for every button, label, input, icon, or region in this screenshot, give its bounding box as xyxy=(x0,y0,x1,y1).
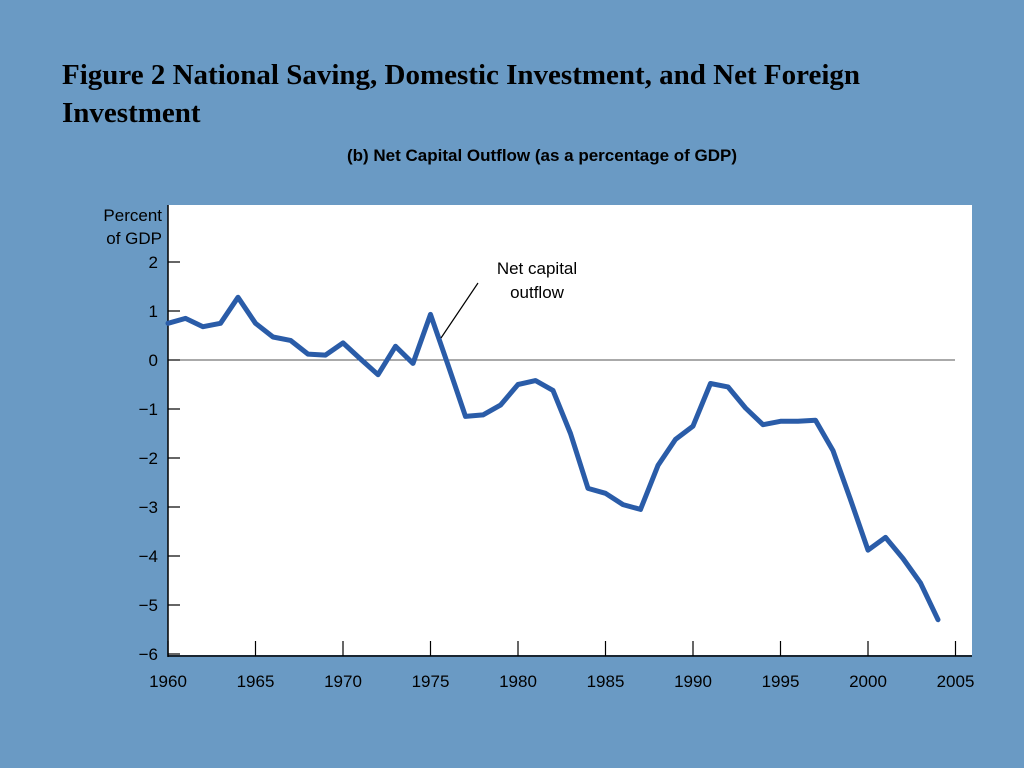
data-point xyxy=(830,448,836,453)
data-point xyxy=(655,463,661,468)
data-point xyxy=(918,580,923,586)
data-point xyxy=(358,356,363,362)
data-point xyxy=(165,321,171,326)
x-tick-label: 1990 xyxy=(674,672,712,691)
data-point xyxy=(270,334,276,340)
data-point xyxy=(498,402,503,408)
data-point xyxy=(288,338,293,343)
x-tick-label: 1960 xyxy=(149,672,187,691)
y-tick-label: −2 xyxy=(139,449,158,468)
data-point xyxy=(253,321,258,326)
data-point xyxy=(638,507,643,512)
data-point xyxy=(445,362,451,368)
data-point xyxy=(708,381,713,386)
y-tick-label: 2 xyxy=(149,253,158,272)
data-point xyxy=(375,372,381,377)
annotation-leader-line xyxy=(440,282,479,339)
data-point xyxy=(673,437,678,442)
data-point xyxy=(935,617,941,622)
y-tick-label: −5 xyxy=(139,596,158,615)
data-point xyxy=(428,312,433,317)
data-point xyxy=(340,340,346,346)
data-point xyxy=(795,419,801,424)
data-point xyxy=(218,321,223,326)
y-tick-label: −4 xyxy=(139,547,158,566)
data-point xyxy=(900,556,906,561)
data-point xyxy=(778,419,783,424)
y-tick-label: −1 xyxy=(139,400,158,419)
data-point xyxy=(690,423,696,429)
x-tick-label: 2000 xyxy=(849,672,887,691)
data-point xyxy=(865,547,871,553)
y-tick-label: −3 xyxy=(139,498,158,517)
x-tick-label: 2005 xyxy=(937,672,975,691)
data-point xyxy=(550,388,556,393)
data-point xyxy=(620,502,626,507)
data-point xyxy=(393,344,398,349)
data-point xyxy=(463,414,468,419)
data-point xyxy=(743,405,748,411)
y-axis-label-line-1: Percent xyxy=(103,206,162,225)
x-tick-label: 1975 xyxy=(412,672,450,691)
x-tick-label: 1985 xyxy=(587,672,625,691)
x-tick-label: 1970 xyxy=(324,672,362,691)
y-tick-label: −6 xyxy=(139,645,158,664)
data-point xyxy=(305,351,311,357)
data-point xyxy=(883,535,888,540)
data-point xyxy=(725,384,731,390)
data-point xyxy=(323,352,328,358)
data-point xyxy=(848,497,853,502)
y-axis-label-line-2: of GDP xyxy=(106,229,162,248)
chart-subtitle: (b) Net Capital Outflow (as a percentage… xyxy=(346,146,738,165)
data-point xyxy=(760,422,766,427)
y-tick-label: 0 xyxy=(149,351,158,370)
data-point xyxy=(200,324,206,329)
data-point xyxy=(603,491,608,496)
data-point xyxy=(585,486,591,491)
series-annotation: Net capital outflow xyxy=(472,257,602,305)
series-annotation-line-1: Net capital xyxy=(496,259,578,278)
data-point xyxy=(410,361,416,366)
data-point xyxy=(235,295,241,300)
x-tick-label: 1995 xyxy=(762,672,800,691)
data-point xyxy=(480,412,486,418)
data-point xyxy=(533,378,538,383)
y-tick-label: 1 xyxy=(149,302,158,321)
series-annotation-line-2: outflow xyxy=(510,283,564,302)
x-tick-label: 1980 xyxy=(499,672,537,691)
data-point xyxy=(183,316,188,321)
page-title: Figure 2 National Saving, Domestic Inves… xyxy=(62,59,861,129)
data-point xyxy=(515,382,521,387)
x-tick-label: 1965 xyxy=(237,672,275,691)
data-point xyxy=(813,418,818,423)
y-axis-label: Percent of GDP xyxy=(76,204,162,250)
data-point xyxy=(568,431,573,436)
